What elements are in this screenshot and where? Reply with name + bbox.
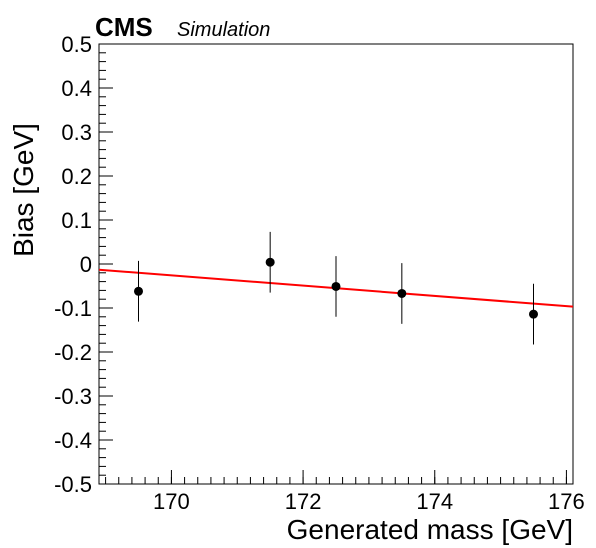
x-tick-label: 172 — [285, 489, 322, 514]
y-axis-ticks: -0.5 -0.4 -0.3 -0.2 -0.1 0 0.1 0.2 0.3 0.4 0.5 — [54, 32, 113, 497]
x-tick-label: 170 — [153, 489, 190, 514]
y-tick-label: 0.3 — [61, 120, 92, 145]
data-point — [529, 309, 538, 319]
x-minor-ticks — [105, 477, 567, 484]
y-tick-label: -0.4 — [54, 428, 92, 453]
x-axis-title: Generated mass [GeV] — [287, 514, 573, 545]
x-tick-label: 174 — [416, 489, 453, 514]
cms-label: CMS — [95, 12, 153, 42]
y-tick-label: -0.3 — [54, 384, 92, 409]
data-point — [265, 257, 275, 267]
data-points — [134, 231, 538, 345]
y-tick-label: 0.5 — [61, 32, 92, 57]
y-tick-label: -0.5 — [54, 472, 92, 497]
y-tick-label: -0.1 — [54, 296, 92, 321]
y-tick-label: 0.1 — [61, 208, 92, 233]
data-point — [397, 288, 407, 298]
y-tick-label: 0.2 — [61, 164, 92, 189]
y-tick-label: 0.4 — [61, 76, 92, 101]
data-point — [134, 286, 143, 296]
x-tick-label: 176 — [548, 489, 585, 514]
y-axis-title: Bias [GeV] — [8, 123, 39, 257]
simulation-label: Simulation — [177, 19, 270, 41]
x-axis-ticks: 170 172 174 176 — [153, 470, 585, 514]
y-tick-label: 0 — [80, 252, 92, 277]
y-tick-label: -0.2 — [54, 340, 92, 365]
data-point — [331, 281, 341, 291]
